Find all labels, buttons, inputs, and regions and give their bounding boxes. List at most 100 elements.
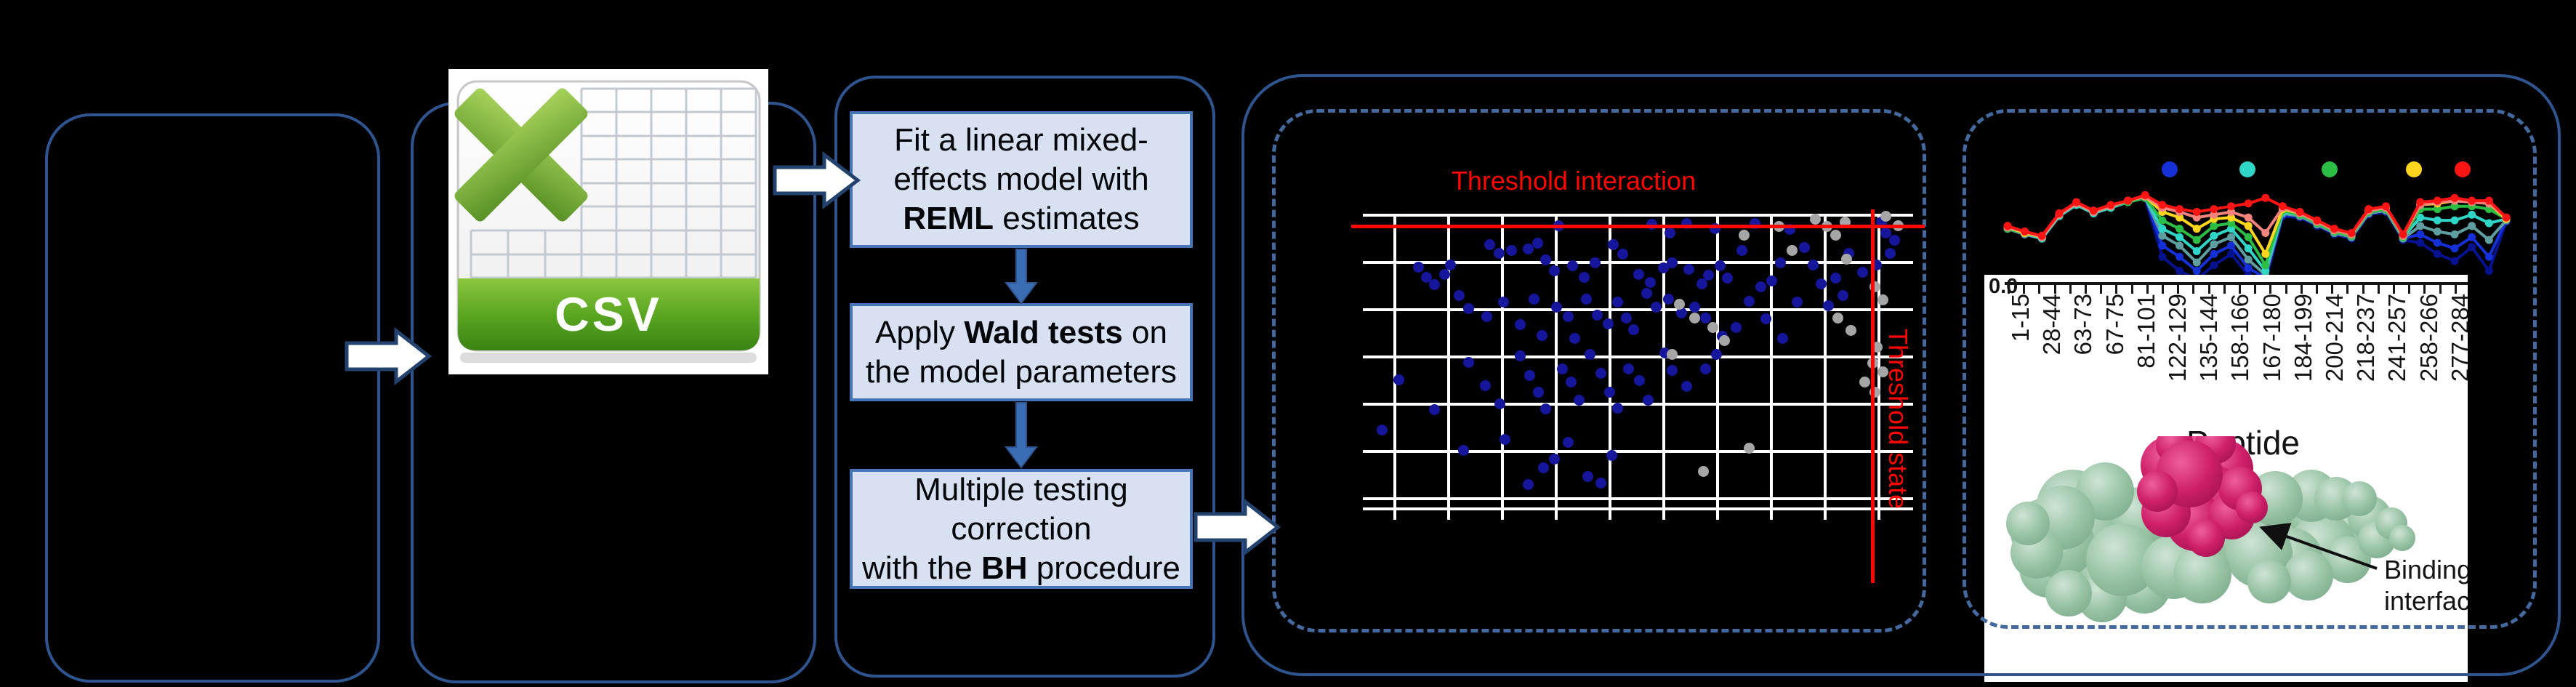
scatter-point-interaction-effects [1514, 350, 1526, 362]
threshold-state-label: Threshold state [1883, 329, 1913, 510]
scatter-point-interaction-effects [1755, 281, 1766, 292]
scatter-point-interaction-effects [1591, 309, 1603, 321]
interaction-results-panel [1272, 109, 1926, 632]
threshold-interaction-line [1351, 224, 1925, 228]
scatter-point-interaction-effects [1484, 239, 1496, 251]
scatter-point-interaction-effects [1696, 278, 1707, 289]
scatter-point-interaction-effects [1608, 239, 1619, 251]
scatter-point-interaction-effects [1480, 379, 1492, 391]
step-fit-model: Fit a linear mixed-effects model with REM… [850, 111, 1193, 248]
step-wald-tests-text: Apply Wald tests on the model parameters [866, 314, 1177, 390]
scatter-point-interaction-effects [1683, 263, 1695, 275]
scatter-point-state-effects [1880, 210, 1892, 222]
scatter-title: Threshold interaction [1451, 166, 1696, 196]
legend-marker-icon [2239, 161, 2255, 177]
scatter-point-interaction-effects [1641, 288, 1652, 300]
scatter-point-interaction-effects [1429, 403, 1441, 415]
scatter-point-interaction-effects [1885, 247, 1896, 259]
scatter-point-interaction-effects [1562, 311, 1574, 323]
scatter-point-interaction-effects [1551, 302, 1563, 313]
scatter-point-interaction-effects [1776, 332, 1788, 344]
excel-x-icon [454, 88, 588, 222]
scatter-point-interaction-effects [1537, 329, 1548, 341]
scatter-point-interaction-effects [1857, 266, 1869, 278]
step-fit-model-text: Fit a linear mixed-effects model with REM… [893, 122, 1149, 236]
scatter-point-interaction-effects [1463, 303, 1475, 315]
scatter-point-interaction-effects [1412, 261, 1424, 273]
scatter-point-state-effects [1667, 348, 1678, 360]
scatter-point-interaction-effects [1675, 308, 1687, 319]
threshold-state-line [1870, 209, 1875, 583]
scatter-point-state-effects [1877, 366, 1888, 377]
scatter-point-state-effects [1707, 322, 1719, 334]
scatter-point-interaction-effects [1736, 244, 1747, 256]
scatter-point-state-effects [1674, 299, 1686, 310]
scatter-point-interaction-effects [1611, 297, 1623, 308]
scatter-point-interaction-effects [1549, 453, 1561, 465]
scatter-point-interaction-effects [1494, 398, 1505, 409]
spreadsheet-grid-icon [470, 87, 757, 279]
scatter-point-interaction-effects [1566, 377, 1577, 388]
scatter-point-interaction-effects [1584, 348, 1595, 360]
scatter-point-interaction-effects [1628, 324, 1640, 335]
input-panel [45, 113, 380, 683]
scatter-point-interaction-effects [1524, 370, 1535, 382]
scatter-point-interaction-effects [1766, 275, 1777, 286]
scatter-point-interaction-effects [1500, 433, 1511, 445]
scatter-point-state-effects [1738, 230, 1750, 241]
scatter-point-interaction-effects [1444, 259, 1456, 270]
scatter-point-interaction-effects [1667, 257, 1678, 269]
scatter-point-interaction-effects [1888, 235, 1900, 246]
scatter-point-interaction-effects [1650, 302, 1662, 313]
y-axis-zero-label: 0.0 [1989, 275, 2018, 298]
scatter-point-interaction-effects [1663, 294, 1675, 305]
scatter-point-state-effects [1859, 377, 1871, 388]
scatter-point-interaction-effects [1699, 312, 1711, 324]
binding-interface-label: Binding interface [2384, 555, 2468, 616]
scatter-point-interaction-effects [1604, 387, 1616, 398]
scatter-plot [1351, 209, 1925, 583]
step-bh-correction: Multiple testing correction with the BH pr… [850, 469, 1193, 589]
scatter-point-interaction-effects [1699, 363, 1711, 374]
scatter-point-interaction-effects [1531, 238, 1543, 249]
scatter-point-interaction-effects [1595, 368, 1607, 379]
results-panel [1241, 74, 2561, 676]
scatter-point-interaction-effects [1722, 272, 1734, 284]
scatter-point-interaction-effects [1643, 394, 1654, 406]
legend-marker-icon [2455, 161, 2471, 177]
step-bh-correction-text: Multiple testing correction with the BH pr… [862, 471, 1180, 586]
scatter-point-interaction-effects [1481, 311, 1493, 323]
scatter-point-state-effects [1689, 312, 1700, 324]
bound-peptide-surface [2137, 436, 2268, 557]
protein-structure-image [2006, 436, 2415, 622]
scatter-point-interaction-effects [1569, 332, 1581, 344]
scatter-point-interaction-effects [1562, 436, 1574, 448]
scatter-point-interaction-effects [1393, 374, 1405, 386]
scatter-point-interaction-effects [1421, 271, 1433, 283]
scatter-point-interaction-effects [1595, 478, 1607, 489]
scatter-point-interaction-effects [1573, 394, 1585, 406]
scatter-point-interaction-effects [1540, 403, 1552, 414]
scatter-point-interaction-effects [1880, 228, 1892, 239]
legend-marker-icon [2322, 161, 2338, 177]
x-axis-line [2005, 282, 2468, 285]
scatter-point-interaction-effects [1645, 277, 1657, 289]
scatter-point-interaction-effects [1617, 249, 1629, 260]
scatter-point-interaction-effects [1702, 269, 1714, 281]
scatter-point-interaction-effects [1667, 365, 1678, 377]
scatter-point-interaction-effects [1377, 424, 1388, 435]
scatter-point-interaction-effects [1582, 470, 1593, 482]
scatter-point-interaction-effects [1538, 462, 1550, 473]
scatter-point-interaction-effects [1498, 297, 1510, 308]
scatter-point-state-effects [1832, 312, 1843, 324]
scatter-point-interaction-effects [1566, 260, 1578, 272]
scatter-point-interaction-effects [1514, 319, 1526, 331]
scatter-point-interaction-effects [1731, 322, 1742, 334]
scatter-point-interaction-effects [1606, 450, 1618, 462]
scatter-point-interaction-effects [1602, 318, 1614, 329]
scatter-point-interaction-effects [1808, 259, 1819, 270]
hdx-line-chart [2003, 142, 2511, 285]
scatter-point-interaction-effects [1622, 363, 1634, 374]
scatter-point-interaction-effects [1689, 302, 1700, 313]
hdx-figure-panel: 0.0 1-15 28-44 63-73 67-75 81-101 122-129 135-… [1984, 275, 2468, 682]
